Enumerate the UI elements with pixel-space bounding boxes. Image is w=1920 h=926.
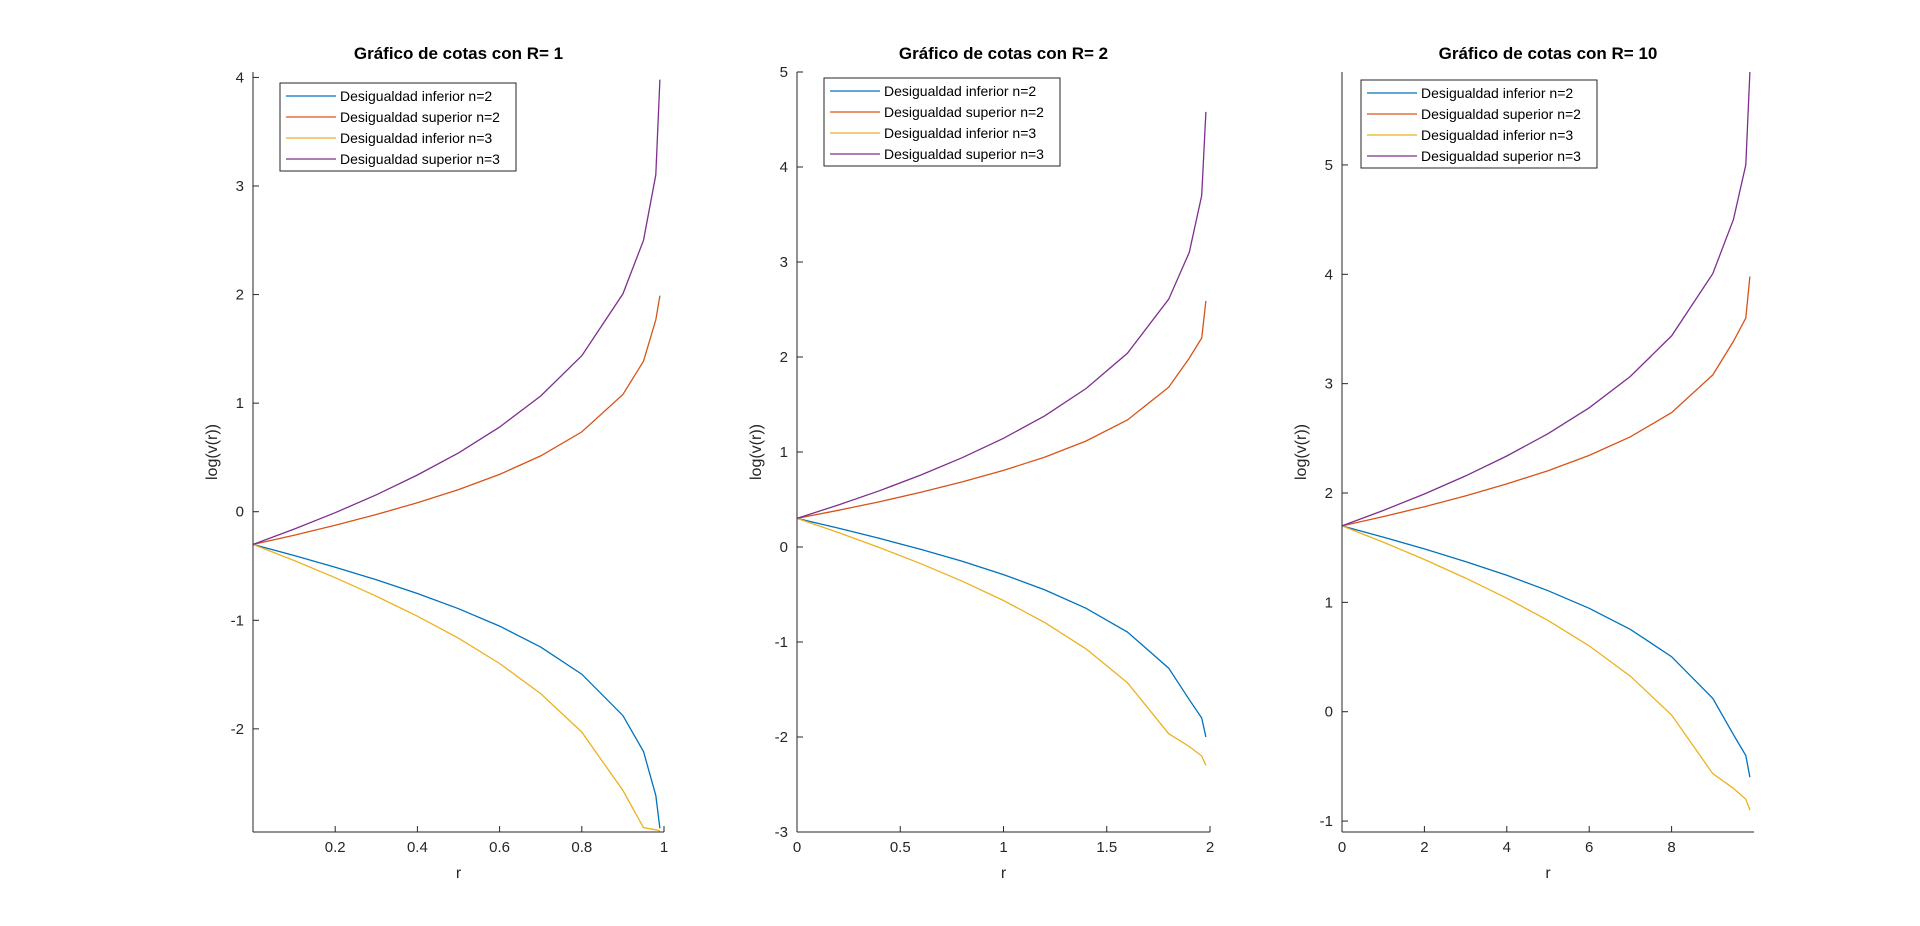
y-tick-label: 1 [236, 395, 244, 412]
x-tick-label: 0.8 [571, 839, 592, 856]
x-tick-label: 1 [660, 839, 668, 856]
chart-panel-3: 0 2 4 6 8 -1 0 1 2 3 4 5 Gráfico de cotas con R= 10 r… [1293, 44, 1754, 882]
y-axis-label: log(v(r)) [1293, 424, 1310, 480]
y-tick-label: -2 [231, 721, 244, 738]
y-tick-label: 4 [780, 159, 788, 176]
y-tick-label: -2 [775, 729, 788, 746]
series-line-2 [1341, 276, 1751, 527]
y-tick-label: 1 [780, 444, 788, 461]
legend-box [823, 77, 1061, 167]
chart-panel-2: 0 0.5 1 1.5 2 -3 -2 -1 0 1 2 3 4 5 Gráfico de cotas co… [748, 44, 1214, 882]
x-tick-label: 0.6 [489, 839, 510, 856]
y-tick-label: 0 [1325, 704, 1333, 721]
y-tick-label: 2 [1325, 485, 1333, 502]
x-tick-label: 1 [999, 839, 1007, 856]
chart-title: Gráfico de cotas con R= 10 [1439, 44, 1658, 63]
y-tick-label: 3 [236, 178, 244, 195]
y-tick-label: 5 [1325, 157, 1333, 174]
x-axis-label: r [456, 865, 462, 882]
y-tick-label: 1 [1325, 594, 1333, 611]
x-tick-label: 0 [793, 839, 801, 856]
x-tick-label: 4 [1503, 839, 1511, 856]
chart-panel-1: 0.2 0.4 0.6 0.8 1 -2 -1 0 1 2 3 4 Gráfico de cotas c… [204, 44, 668, 882]
y-tick-label: 0 [780, 539, 788, 556]
y-tick-label: -3 [775, 824, 788, 841]
series-line-1 [796, 517, 1207, 738]
y-tick-label: -1 [775, 634, 788, 651]
legend-entry: Desigualdad inferior n=2 [1421, 85, 1573, 101]
legend-entry: Desigualdad superior n=2 [1421, 106, 1581, 122]
series-line-1 [1341, 525, 1751, 778]
x-tick-label: 2 [1206, 839, 1214, 856]
series-line-1 [252, 543, 661, 829]
legend-box [279, 82, 517, 172]
x-axis-label: r [1001, 865, 1007, 882]
chart-title: Gráfico de cotas con R= 2 [899, 44, 1108, 63]
y-axis-label: log(v(r)) [748, 424, 765, 480]
y-tick-label: 3 [1325, 376, 1333, 393]
legend-entry: Desigualdad superior n=3 [340, 151, 500, 167]
series-line-3 [252, 543, 661, 832]
legend: Desigualdad inferior n=2 Desigualdad supe… [1360, 79, 1598, 169]
series-line-3 [796, 517, 1207, 766]
legend-entry: Desigualdad inferior n=3 [884, 125, 1036, 141]
series-line-4 [252, 79, 661, 546]
x-axis-label: r [1545, 865, 1551, 882]
y-tick-label: 3 [780, 254, 788, 271]
y-tick-label: 4 [1325, 266, 1333, 283]
series-line-4 [1341, 71, 1751, 527]
y-tick-label: 2 [780, 349, 788, 366]
y-tick-label: 5 [780, 64, 788, 81]
legend-entry: Desigualdad inferior n=2 [340, 88, 492, 104]
x-tick-label: 8 [1667, 839, 1675, 856]
x-tick-label: 2 [1420, 839, 1428, 856]
x-tick-label: 0 [1338, 839, 1346, 856]
y-tick-label: 4 [236, 69, 244, 86]
x-tick-label: 0.5 [890, 839, 911, 856]
y-tick-label: -1 [231, 612, 244, 629]
x-tick-label: 0.2 [325, 839, 346, 856]
y-tick-label: -1 [1320, 813, 1333, 830]
legend-entry: Desigualdad superior n=2 [884, 104, 1044, 120]
series-line-4 [796, 111, 1207, 520]
legend: Desigualdad inferior n=2 Desigualdad supe… [279, 82, 517, 172]
legend-entry: Desigualdad superior n=3 [1421, 148, 1581, 164]
legend-entry: Desigualdad superior n=2 [340, 109, 500, 125]
y-tick-label: 2 [236, 287, 244, 304]
legend-entry: Desigualdad inferior n=3 [340, 130, 492, 146]
legend-entry: Desigualdad inferior n=3 [1421, 127, 1573, 143]
series-line-3 [1341, 525, 1751, 811]
x-tick-label: 1.5 [1096, 839, 1117, 856]
y-tick-label: 0 [236, 504, 244, 521]
x-tick-label: 0.4 [407, 839, 428, 856]
series-line-2 [796, 300, 1207, 520]
legend-entry: Desigualdad superior n=3 [884, 146, 1044, 162]
chart-title: Gráfico de cotas con R= 1 [354, 44, 563, 63]
legend: Desigualdad inferior n=2 Desigualdad supe… [823, 77, 1061, 167]
series-line-2 [252, 295, 661, 546]
y-axis-label: log(v(r)) [204, 424, 221, 480]
legend-box [1360, 79, 1598, 169]
legend-entry: Desigualdad inferior n=2 [884, 83, 1036, 99]
x-tick-label: 6 [1585, 839, 1593, 856]
